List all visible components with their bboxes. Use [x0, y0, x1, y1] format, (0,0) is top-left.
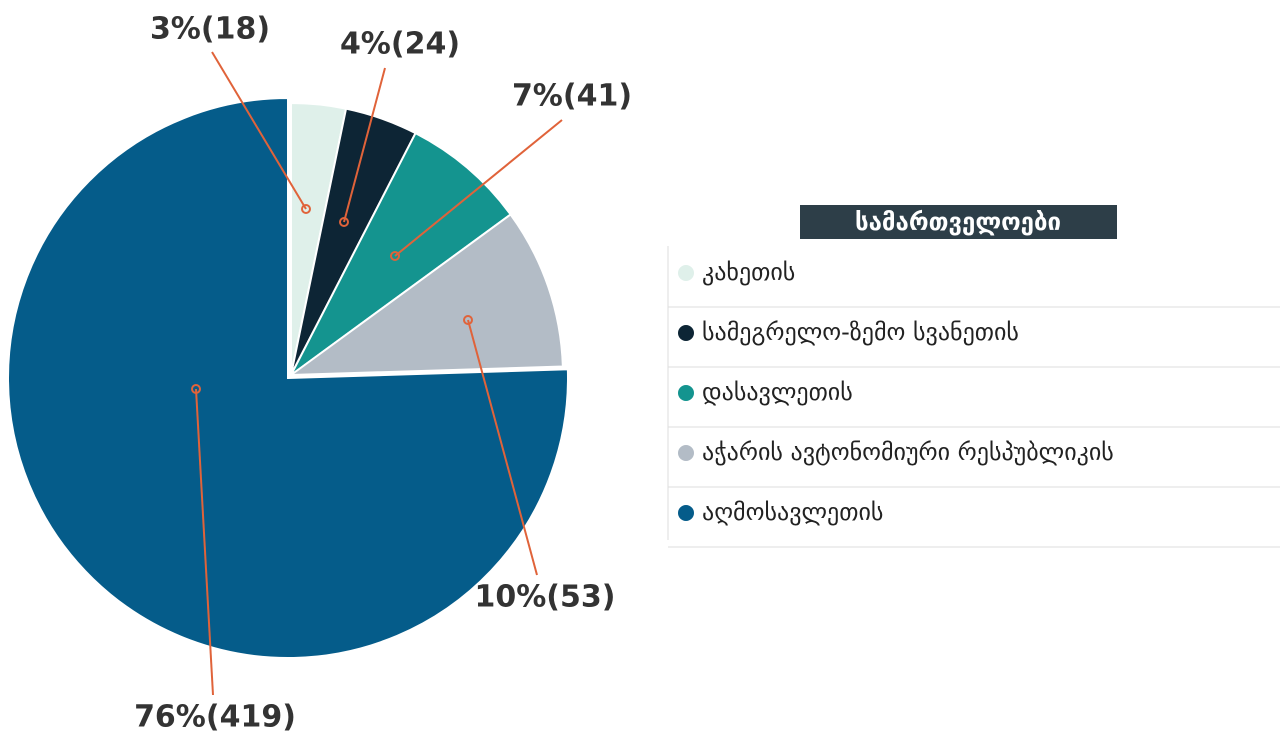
value-label: 7%(41) [512, 79, 632, 114]
legend-swatch [678, 445, 694, 461]
value-label: 76%(419) [134, 700, 296, 735]
leader-dot [339, 217, 349, 227]
leader-line [195, 388, 214, 696]
leader-line [467, 319, 538, 576]
value-label: 3%(18) [150, 12, 270, 47]
leader-dot [301, 204, 311, 214]
legend-swatch [678, 265, 694, 281]
leader-dot [191, 384, 201, 394]
leader-line [211, 51, 307, 210]
legend-label: კახეთის [702, 258, 795, 286]
legend-title-box [800, 205, 1117, 239]
leader-dot [463, 315, 473, 325]
legend-swatch [678, 385, 694, 401]
legend-label: დასავლეთის [702, 378, 853, 406]
value-label: 4%(24) [340, 27, 460, 62]
pie-slice [287, 213, 564, 377]
leader-line [394, 119, 563, 257]
pie-slice [7, 96, 569, 659]
legend-label: სამეგრელო-ზემო სვანეთის [702, 318, 1019, 346]
pie-slice [290, 131, 512, 376]
legend-swatch [678, 325, 694, 341]
legend-label: აჭარის ავტონომიური რესპუბლიკის [702, 438, 1114, 466]
value-label: 10%(53) [475, 580, 616, 615]
legend-swatch [678, 505, 694, 521]
leader-dot [390, 251, 400, 261]
legend-title: სამართველოები [855, 208, 1061, 236]
leader-line [343, 67, 386, 223]
legend-label: აღმოსავლეთის [702, 498, 883, 526]
